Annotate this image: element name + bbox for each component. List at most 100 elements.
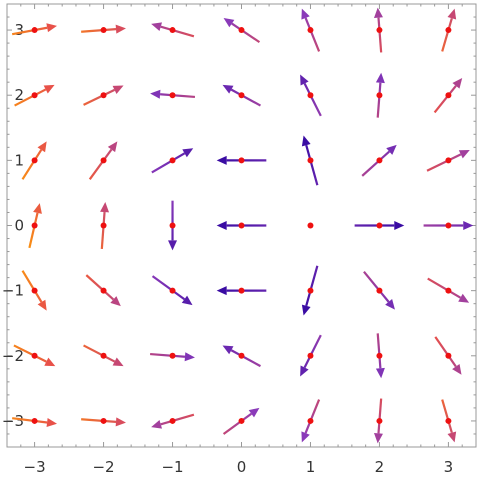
arrow-head [107, 141, 118, 153]
arrow-shaft [303, 334, 322, 369]
arrow-head [222, 345, 234, 355]
sample-point [376, 27, 383, 34]
vector-arrow [11, 23, 58, 36]
vector-arrow [423, 221, 474, 230]
vector-arrow [216, 286, 267, 296]
sample-point [169, 157, 176, 164]
arrow-head [375, 72, 385, 84]
arrow-head [115, 417, 126, 427]
arrow-shaft [441, 17, 453, 52]
vector-arrow [14, 84, 55, 107]
vector-arrow [151, 22, 195, 38]
vector-arrow [81, 24, 126, 34]
vector-arrow [88, 141, 118, 180]
arrow-shaft [100, 211, 106, 250]
vector-arrow [150, 89, 196, 99]
vector-arrow [168, 200, 178, 251]
sample-point [31, 157, 38, 164]
arrow-shaft [11, 26, 48, 36]
sample-point [445, 92, 452, 99]
sample-point [31, 222, 38, 229]
arrow-shaft [85, 274, 115, 301]
vector-arrow [216, 155, 267, 165]
y-tick-label: 2 [14, 86, 24, 104]
x-tick-label: 0 [237, 458, 247, 476]
arrow-shaft [434, 336, 457, 368]
vector-arrow [354, 221, 405, 230]
y-tick-label: −1 [2, 282, 24, 300]
vector-arrow [373, 398, 383, 444]
arrow-head [452, 77, 463, 89]
arrow-shaft [13, 344, 47, 363]
vector-arrow [216, 221, 267, 230]
arrow-shaft [83, 344, 116, 363]
arrow-head [216, 221, 227, 230]
sample-point [100, 222, 107, 229]
sample-point [307, 157, 314, 164]
arrow-head [216, 286, 227, 296]
arrow-shaft [376, 333, 382, 369]
y-tick-label: 3 [14, 21, 24, 39]
vector-arrow [100, 202, 110, 250]
sample-point [238, 157, 245, 164]
arrow-shaft [12, 417, 48, 424]
arrow-head [181, 295, 193, 306]
arrow-shaft [88, 148, 113, 180]
vector-arrow [151, 413, 195, 429]
vector-arrow [12, 417, 58, 427]
arrow-head [373, 433, 383, 444]
arrow-shaft [21, 149, 43, 180]
sample-point [31, 352, 38, 359]
arrow-head [46, 418, 58, 427]
arrow-head [151, 22, 163, 31]
arrow-shaft [377, 17, 383, 53]
sample-point [169, 352, 176, 359]
arrow-head [301, 8, 310, 20]
sample-point [238, 287, 245, 294]
arrow-shaft [222, 412, 253, 435]
arrow-shaft [433, 85, 457, 114]
vector-arrow [150, 352, 195, 362]
arrow-shaft [361, 150, 390, 177]
arrow-shaft [81, 418, 117, 423]
arrow-head [112, 357, 124, 367]
arrow-head [168, 240, 178, 251]
vector-arrow [300, 74, 322, 117]
arrow-head [46, 23, 58, 33]
vector-arrow [375, 333, 385, 379]
arrow-head [458, 150, 470, 159]
arrow-head [447, 8, 457, 20]
arrow-head [385, 299, 395, 310]
arrow-shaft [231, 22, 261, 44]
arrow-shaft [160, 93, 196, 99]
sample-point [376, 352, 383, 359]
arrow-shaft [21, 270, 43, 303]
vector-arrow [426, 150, 470, 172]
arrow-head [115, 24, 126, 34]
arrow-head [37, 141, 47, 153]
vector-arrow [28, 203, 42, 249]
sample-point [307, 287, 314, 294]
arrow-shaft [160, 413, 195, 426]
vector-arrow [300, 334, 322, 377]
vector-arrow [427, 277, 470, 303]
sample-points [31, 27, 452, 424]
vector-arrow [301, 8, 321, 52]
arrow-head [182, 148, 194, 158]
vector-arrow [301, 135, 319, 186]
vector-arrow [13, 344, 56, 367]
sample-point [445, 287, 452, 294]
arrow-shaft [304, 399, 321, 434]
arrow-shaft [304, 17, 321, 52]
arrow-shaft [363, 270, 390, 303]
arrow-head [463, 221, 474, 230]
arrow-shaft [81, 28, 117, 33]
arrow-head [300, 365, 309, 377]
sample-point [238, 417, 245, 424]
sample-point [100, 352, 107, 359]
vector-arrow [83, 344, 124, 367]
sample-point [376, 287, 383, 294]
vector-arrow [21, 270, 47, 311]
x-tick-label: −3 [24, 458, 46, 476]
